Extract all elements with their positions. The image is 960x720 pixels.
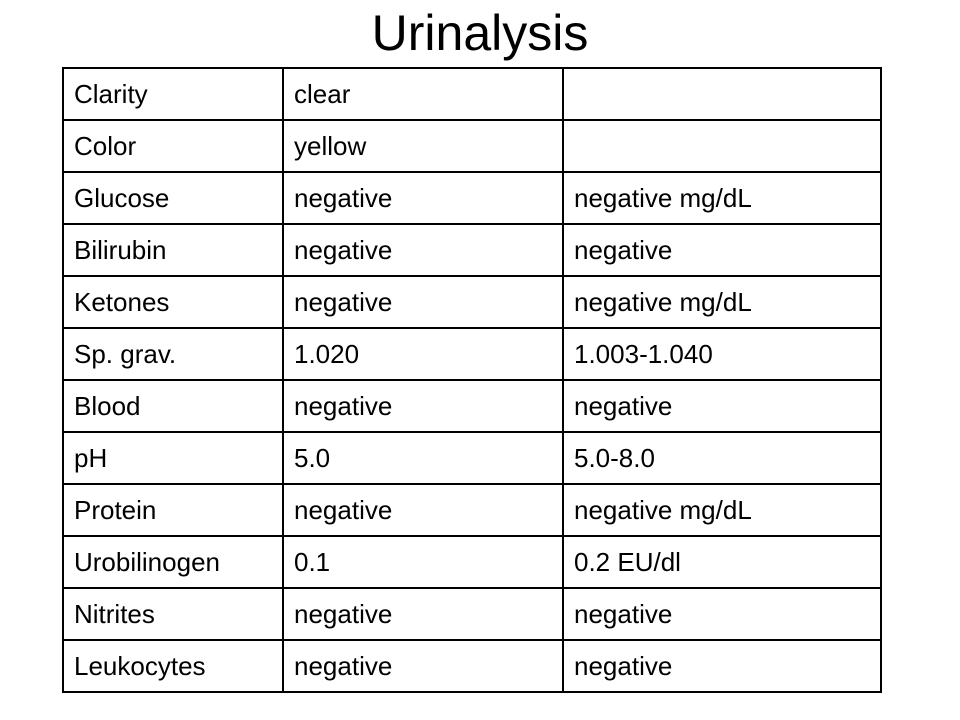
result: 0.1 (282, 535, 564, 589)
table-row: Sp. grav. 1.020 1.003-1.040 (62, 327, 882, 381)
table-row: Bilirubin negative negative (62, 223, 882, 277)
reference-range: negative (562, 639, 882, 693)
test-name: Nitrites (62, 587, 284, 641)
reference-range (562, 119, 882, 173)
test-name: Sp. grav. (62, 327, 284, 381)
reference-range: negative (562, 587, 882, 641)
results-table: Clarity clear Color yellow Glucose negative ne… (62, 67, 882, 693)
reference-range: negative mg/dL (562, 483, 882, 537)
test-name: Color (62, 119, 284, 173)
test-name: Bilirubin (62, 223, 284, 277)
test-name: Clarity (62, 67, 284, 121)
result: negative (282, 483, 564, 537)
table-row: Leukocytes negative negative (62, 639, 882, 693)
result: clear (282, 67, 564, 121)
reference-range: negative mg/dL (562, 171, 882, 225)
reference-range: negative (562, 223, 882, 277)
reference-range: 0.2 EU/dl (562, 535, 882, 589)
table-row: Protein negative negative mg/dL (62, 483, 882, 537)
result: negative (282, 275, 564, 329)
reference-range (562, 67, 882, 121)
test-name: Glucose (62, 171, 284, 225)
table-row: Ketones negative negative mg/dL (62, 275, 882, 329)
table-body: Clarity clear Color yellow Glucose negative ne… (62, 67, 882, 693)
slide-title: Urinalysis (371, 5, 589, 61)
test-name: Leukocytes (62, 639, 284, 693)
table-row: Color yellow (62, 119, 882, 173)
result: negative (282, 587, 564, 641)
result: yellow (282, 119, 564, 173)
result: negative (282, 379, 564, 433)
table-row: Nitrites negative negative (62, 587, 882, 641)
table-row: Urobilinogen 0.1 0.2 EU/dl (62, 535, 882, 589)
reference-range: 5.0-8.0 (562, 431, 882, 485)
reference-range: negative mg/dL (562, 275, 882, 329)
test-name: Urobilinogen (62, 535, 284, 589)
reference-range: 1.003-1.040 (562, 327, 882, 381)
result: negative (282, 223, 564, 277)
test-name: Protein (62, 483, 284, 537)
result: negative (282, 639, 564, 693)
reference-range: negative (562, 379, 882, 433)
result: 1.020 (282, 327, 564, 381)
table-row: Blood negative negative (62, 379, 882, 433)
test-name: Ketones (62, 275, 284, 329)
table-row: Clarity clear (62, 67, 882, 121)
result: 5.0 (282, 431, 564, 485)
test-name: pH (62, 431, 284, 485)
table-row: pH 5.0 5.0-8.0 (62, 431, 882, 485)
result: negative (282, 171, 564, 225)
table-row: Glucose negative negative mg/dL (62, 171, 882, 225)
test-name: Blood (62, 379, 284, 433)
